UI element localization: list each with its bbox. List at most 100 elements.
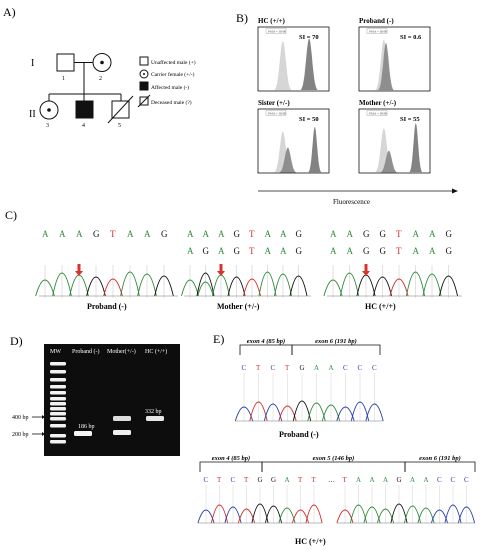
gel-bands	[50, 362, 164, 444]
histogram-title: HC (+/+)	[258, 17, 286, 25]
sequence-base: A	[424, 476, 429, 484]
sequence-base: G	[446, 229, 453, 239]
chromatogram-peak	[457, 506, 476, 524]
exon-bracket	[239, 344, 293, 355]
sequence-base: A	[187, 229, 194, 239]
panel-e-label: E)	[213, 332, 224, 346]
sequence-base: C	[437, 476, 442, 484]
ladder-band	[50, 391, 66, 395]
hc-caption: HC (+/+)	[295, 537, 326, 546]
sequence-base: A	[265, 246, 272, 256]
sequence-base: A	[347, 229, 354, 239]
ladder-band	[50, 385, 66, 389]
mutation-arrow-icon	[219, 264, 223, 271]
exon-label: exon 6 (191 bp)	[419, 455, 461, 462]
sequence-base: C	[464, 476, 469, 484]
histogram-header-box	[366, 28, 388, 34]
sequence-base: C	[343, 364, 348, 372]
panel-d-label: D)	[10, 334, 23, 348]
mutation-arrow-icon	[217, 271, 225, 276]
stimulation-index: SI = 70	[299, 34, 319, 41]
sequence-base: G	[397, 476, 402, 484]
legend-text: Carrier female (+/-)	[151, 71, 195, 78]
gel-band	[113, 430, 131, 435]
sequence-base: C	[231, 476, 236, 484]
affected-male-symbol	[75, 100, 94, 119]
sequence-base: A	[59, 229, 66, 239]
marker-arrow-icon	[42, 415, 45, 419]
histogram-header-box	[265, 110, 287, 116]
chromatogram-peak	[103, 278, 123, 297]
panel-e: E) exon 4 (85 bp) exon 6 (191 bp)C T C T G A A C…	[197, 332, 476, 546]
lane-label: MW	[50, 349, 61, 355]
sequence-base: G	[203, 246, 210, 256]
ladder-band	[50, 417, 66, 421]
exon-label: exon 5 (146 bp)	[313, 455, 355, 462]
sequence-base: T	[285, 364, 290, 372]
sequence-base: T	[298, 476, 303, 484]
ladder-band	[50, 434, 66, 438]
exon-bracket	[199, 461, 263, 472]
chromatogram-peak	[120, 271, 140, 297]
lane-label: HC (+/+)	[145, 348, 167, 355]
sequence-base: A	[356, 476, 361, 484]
generation-label: I	[31, 58, 34, 69]
ladder-band	[50, 402, 66, 406]
ladder-band	[50, 378, 66, 382]
gel-band	[113, 416, 131, 421]
chromatogram-caption: Proband (-)	[87, 302, 127, 311]
sequence-base: T	[343, 476, 348, 484]
chromatogram-peak	[154, 275, 174, 297]
exon-bracket	[261, 461, 406, 472]
mutation-arrow-icon	[362, 271, 370, 276]
carrier-dot	[47, 108, 51, 112]
chromatogram-peak	[339, 272, 360, 297]
chromatogram-peak	[52, 272, 72, 297]
chromatogram-caption: Mother (+/-)	[217, 302, 260, 311]
sequence-base: G	[234, 229, 241, 239]
sequence-base: A	[347, 246, 354, 256]
legend-unaffected-male-icon	[139, 56, 149, 66]
chromatogram-peak	[405, 271, 426, 297]
sequence-base: A	[330, 246, 337, 256]
panel-a: A) I II 1 2 3 4 5 Unaffected male (+) Ca…	[3, 5, 196, 129]
sequence-base: A	[218, 246, 225, 256]
histogram-peak	[300, 38, 318, 90]
chromatogram-peak	[274, 273, 292, 297]
sequence-base: C	[204, 476, 209, 484]
histogram-frame	[257, 108, 330, 174]
chromatogram-peak	[137, 273, 157, 297]
sequence-base: C	[242, 364, 247, 372]
histogram-title: Mother (+/-)	[359, 99, 397, 107]
sequence-gap: …	[328, 476, 335, 484]
exon-label: exon 6 (191 bp)	[315, 338, 357, 345]
unaffected-male-symbol	[56, 53, 75, 72]
sequence-base: A	[329, 364, 334, 372]
legend-text: Deceased male (?)	[151, 99, 192, 106]
exon-bracket	[404, 461, 476, 472]
sequence-base: C	[271, 364, 276, 372]
chromatogram-peak	[372, 276, 393, 297]
chromatogram-peak	[422, 273, 442, 297]
size-marker-label: 200 bp	[12, 432, 29, 438]
sequence-base: T	[256, 364, 261, 372]
sequence-base: G	[296, 229, 303, 239]
sequence-base: A	[280, 246, 287, 256]
sequence-base: A	[76, 229, 83, 239]
sequence-base: A	[314, 364, 319, 372]
exon-bracket	[291, 344, 381, 355]
sequence-base: G	[93, 229, 100, 239]
sequence-base: G	[300, 364, 305, 372]
sequence-base: A	[383, 476, 388, 484]
panel-d: D) MW Proband (-) Mother(+/-) HC (+/+) 4…	[10, 334, 180, 456]
sequence-base: T	[312, 476, 317, 484]
legend-text: Affected male (-)	[151, 84, 189, 91]
histogram-frame	[257, 26, 330, 92]
ladder-band	[50, 412, 66, 416]
panel-a-label: A)	[3, 5, 16, 19]
ladder-band	[50, 407, 66, 411]
ladder-band	[50, 362, 66, 366]
sequence-base: G	[380, 229, 387, 239]
